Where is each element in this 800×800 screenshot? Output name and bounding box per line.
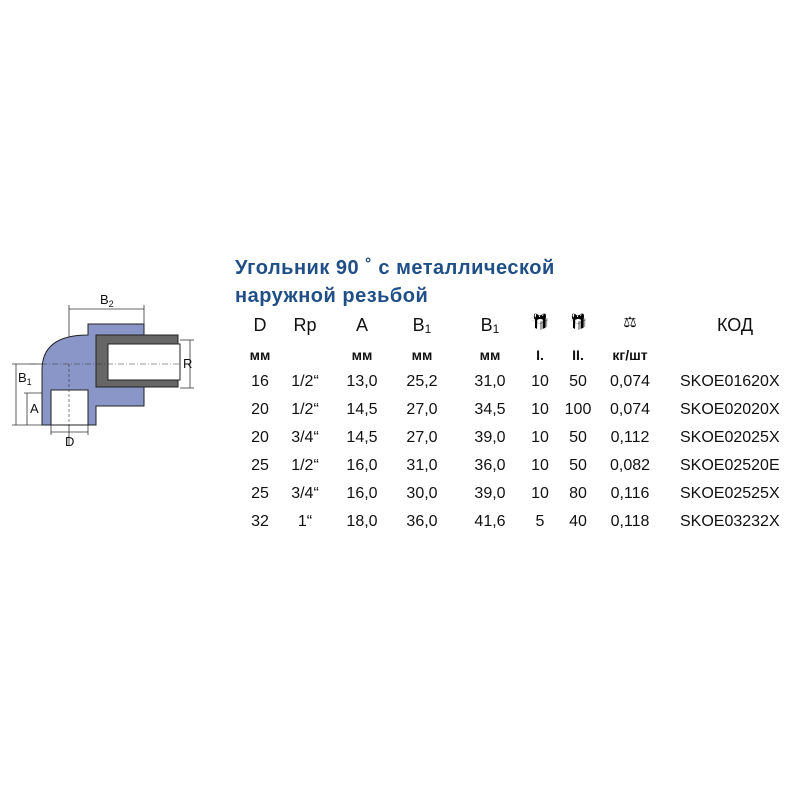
header-3: B1 <box>413 315 432 336</box>
header-text: D <box>253 315 267 335</box>
unit-3: мм <box>411 347 433 363</box>
table-cell: 3/4“ <box>291 429 319 446</box>
table-cell: 36,0 <box>474 457 506 474</box>
table-cell: 32 <box>251 513 269 530</box>
header-subscript: 1 <box>424 322 432 336</box>
table-cell: 36,0 <box>406 513 438 530</box>
table-cell: 14,5 <box>346 429 378 446</box>
table-cell: 10 <box>531 401 549 418</box>
header-text: B <box>480 315 493 335</box>
table-cell: 5 <box>535 513 545 530</box>
table-cell: 30,0 <box>406 485 438 502</box>
table-cell: 27,0 <box>406 429 438 446</box>
table-cell: 10 <box>531 429 549 446</box>
table-cell: 14,5 <box>346 401 378 418</box>
table-cell: 1/2“ <box>291 373 319 390</box>
header-subscript: 1 <box>492 322 500 336</box>
table-cell: 0,116 <box>610 485 650 502</box>
label-d: D <box>65 434 74 449</box>
elbow-fitting-diagram: B2 B1 A D R <box>12 292 194 449</box>
table-cell: SKOE02525X <box>680 485 780 502</box>
unit-4: мм <box>479 347 501 363</box>
table-cell: 40 <box>569 513 587 530</box>
header-text: A <box>355 315 369 335</box>
table-cell: 20 <box>251 429 269 446</box>
package-icon: 🎁 <box>568 314 588 331</box>
table-cell: 20 <box>251 401 269 418</box>
table-cell: 25 <box>251 457 269 474</box>
table-cell: 50 <box>569 457 587 474</box>
table-cell: 13,0 <box>346 373 378 390</box>
table-cell: SKOE02520E <box>680 457 780 474</box>
table-cell: 0,082 <box>609 457 651 474</box>
label-a: A <box>30 401 39 416</box>
table-cell: 27,0 <box>406 401 438 418</box>
unit-5: I. <box>536 347 544 363</box>
package-icon: 🎁 <box>530 314 550 331</box>
header-8: КОД <box>717 315 753 336</box>
header-4: B1 <box>481 315 500 336</box>
table-cell: 1“ <box>297 513 313 530</box>
table-cell: 50 <box>569 373 587 390</box>
table-cell: 16,0 <box>346 485 378 502</box>
label-b2: B2 <box>100 292 114 309</box>
unit-7: кг/шт <box>612 347 648 363</box>
table-cell: 16,0 <box>346 457 378 474</box>
table-cell: 34,5 <box>474 401 506 418</box>
header-2: A <box>356 315 368 336</box>
table-cell: SKOE03232X <box>680 513 780 530</box>
header-text: Rp <box>293 315 317 335</box>
table-cell: 0,112 <box>610 429 650 446</box>
table-cell: 0,074 <box>609 373 651 390</box>
table-cell: 80 <box>569 485 587 502</box>
header-text: B <box>412 315 425 335</box>
table-cell: 10 <box>531 485 549 502</box>
table-cell: 1/2“ <box>291 401 319 418</box>
table-cell: 0,074 <box>609 401 651 418</box>
table-cell: 39,0 <box>474 485 506 502</box>
table-cell: 25 <box>251 485 269 502</box>
table-cell: 25,2 <box>406 373 438 390</box>
header-0: D <box>254 315 267 336</box>
table-cell: 18,0 <box>346 513 378 530</box>
table-cell: 1/2“ <box>291 457 319 474</box>
header-1: Rp <box>293 315 316 336</box>
table-cell: 100 <box>564 401 592 418</box>
table-cell: 50 <box>569 429 587 446</box>
table-cell: 41,6 <box>474 513 506 530</box>
scale-icon: ⚖ <box>623 314 637 331</box>
header-text: КОД <box>716 315 754 335</box>
title-line-2: наружной резьбой <box>235 285 429 307</box>
table-cell: 31,0 <box>406 457 438 474</box>
table-cell: SKOE02025X <box>680 429 780 446</box>
unit-0: мм <box>249 347 271 363</box>
label-b1: B1 <box>18 370 32 387</box>
table-cell: 3/4“ <box>291 485 319 502</box>
table-cell: 31,0 <box>474 373 506 390</box>
table-cell: SKOE02020X <box>680 401 780 418</box>
table-cell: SKOE01620X <box>680 373 780 390</box>
label-r: R <box>183 356 192 371</box>
title-line-1: Угольник 90 ˚ с металлической <box>235 257 555 279</box>
unit-6: II. <box>572 347 584 363</box>
table-cell: 10 <box>531 373 549 390</box>
table-cell: 0,118 <box>610 513 650 530</box>
unit-2: мм <box>351 347 373 363</box>
table-cell: 16 <box>251 373 269 390</box>
table-cell: 39,0 <box>474 429 506 446</box>
table-cell: 10 <box>531 457 549 474</box>
